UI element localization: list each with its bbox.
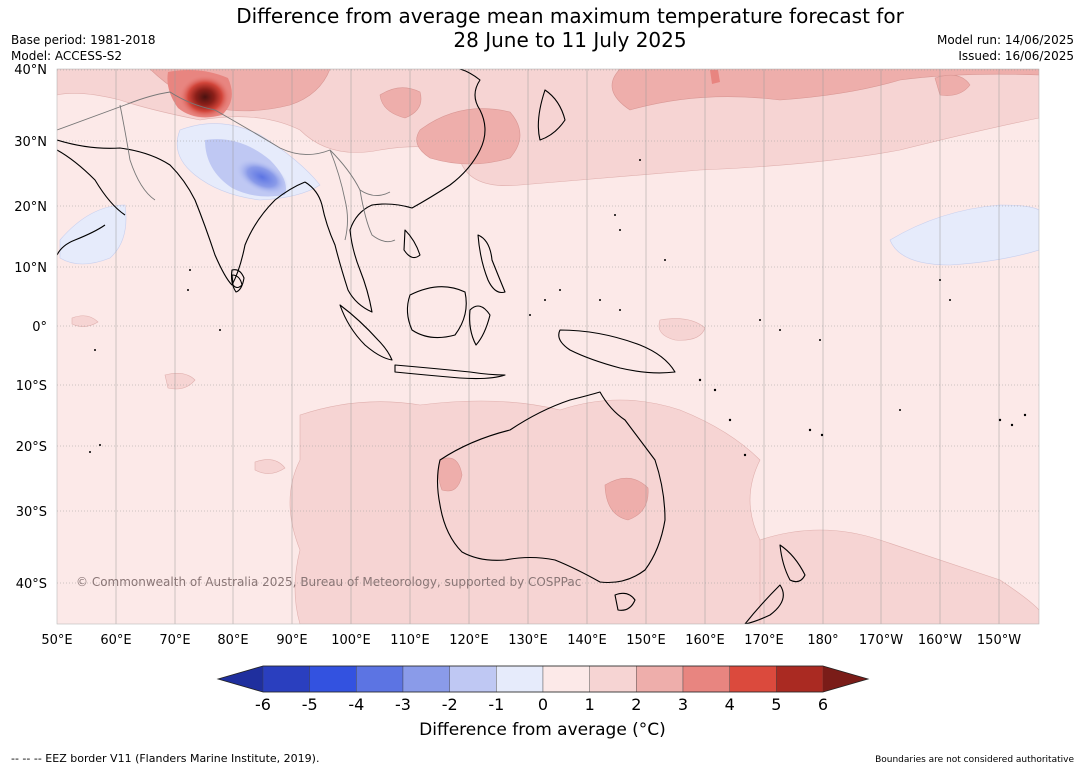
- lon-label: 80°E: [217, 633, 248, 648]
- lon-label: 60°E: [100, 633, 131, 648]
- lat-label: 40°S: [16, 577, 47, 592]
- colorbar-cell: [402, 665, 450, 693]
- country-borders: [57, 91, 396, 243]
- colorbar-tick-label: 6: [818, 695, 828, 714]
- colorbar-label: Difference from average (°C): [419, 720, 666, 740]
- lon-label: 160°E: [685, 633, 725, 648]
- colorbar-tick-label: 5: [771, 695, 781, 714]
- colorbar-tick-label: 1: [585, 695, 595, 714]
- lon-label: 170°W: [859, 633, 903, 648]
- map-title: Difference from average mean maximum tem…: [160, 4, 980, 52]
- map-title-line2: 28 June to 11 July 2025: [453, 28, 687, 52]
- map-area: © Commonwealth of Australia 2025, Bureau…: [57, 69, 1039, 624]
- colorbar-cell: [309, 665, 357, 693]
- lon-label: 150°E: [626, 633, 666, 648]
- colorbar-extend-high: [823, 666, 868, 692]
- colorbar-cell: [636, 665, 684, 693]
- issued-date: Issued: 16/06/2025: [958, 49, 1074, 63]
- map-frame: [56, 68, 1040, 625]
- model-name: Model: ACCESS-S2: [11, 49, 123, 63]
- colorbar-extend-low: [218, 666, 263, 692]
- graticule: [57, 69, 1039, 624]
- base-period: Base period: 1981-2018: [11, 33, 156, 47]
- coastlines: [57, 69, 806, 624]
- lon-label: 180°: [807, 633, 838, 648]
- colorbar-tick-label: -1: [488, 695, 504, 714]
- lat-label: 20°S: [16, 440, 47, 455]
- colorbar-cells: [262, 665, 824, 693]
- colorbar-tick-label: -6: [255, 695, 271, 714]
- colorbar-tick-label: 3: [678, 695, 688, 714]
- lon-label: 100°E: [331, 633, 371, 648]
- map-title-line1: Difference from average mean maximum tem…: [236, 4, 904, 28]
- colorbar-cell: [682, 665, 730, 693]
- colorbar-cell: [356, 665, 404, 693]
- lat-label: 10°N: [14, 261, 47, 276]
- boundaries-note: Boundaries are not considered authoritat…: [875, 755, 1074, 765]
- lat-label: 40°N: [14, 63, 47, 78]
- colorbar-cell: [589, 665, 637, 693]
- pacific-islands: [89, 159, 1027, 457]
- lon-label: 70°E: [159, 633, 190, 648]
- colorbar-tick-label: -5: [302, 695, 318, 714]
- meta-left: Base period: 1981-2018 Model: ACCESS-S2: [11, 32, 156, 64]
- lon-label: 170°E: [744, 633, 784, 648]
- lat-label: 30°S: [16, 505, 47, 520]
- colorbar-tick-label: -3: [395, 695, 411, 714]
- lat-label: 30°N: [14, 135, 47, 150]
- colorbar-cell: [262, 665, 310, 693]
- colorbar: -6 -5 -4 -3 -2 -1 0 1 2 3 4 5 6: [216, 665, 870, 714]
- colorbar-tick-label: -2: [442, 695, 458, 714]
- lon-label: 110°E: [390, 633, 430, 648]
- colorbar-tick-label: 0: [538, 695, 548, 714]
- lon-label: 140°E: [567, 633, 607, 648]
- colorbar-tick-label: 4: [725, 695, 735, 714]
- colorbar-tick-labels: -6 -5 -4 -3 -2 -1 0 1 2 3 4 5 6: [255, 695, 828, 714]
- model-run: Model run: 14/06/2025: [936, 33, 1074, 47]
- lat-label: 10°S: [16, 379, 47, 394]
- anomaly-negative-regions: [59, 123, 1039, 266]
- lon-label: 130°E: [508, 633, 548, 648]
- colorbar-cell: [729, 665, 777, 693]
- meta-right: Model run: 14/06/2025 Issued: 16/06/2025: [937, 32, 1074, 64]
- lon-label: 150°W: [977, 633, 1021, 648]
- copyright-notice: © Commonwealth of Australia 2025, Bureau…: [76, 575, 581, 589]
- anomaly-hotspot-himalaya: [167, 70, 720, 119]
- colorbar-tick-label: -4: [348, 695, 364, 714]
- lon-label: 160°W: [918, 633, 962, 648]
- lon-label: 90°E: [276, 633, 307, 648]
- colorbar-cell: [496, 665, 544, 693]
- colorbar-outline: [216, 665, 870, 693]
- eez-legend: -- -- -- EEZ border V11 (Flanders Marine…: [11, 752, 320, 765]
- colorbar-tick-label: 2: [631, 695, 641, 714]
- latitude-labels: 40°N 30°N 20°N 10°N 0° 10°S 20°S 30°S 40…: [14, 63, 47, 592]
- lon-label: 120°E: [449, 633, 489, 648]
- lon-label: 50°E: [41, 633, 72, 648]
- colorbar-cell: [449, 665, 497, 693]
- colorbar-cell: [542, 665, 590, 693]
- lat-label: 20°N: [14, 200, 47, 215]
- lat-label: 0°: [32, 320, 47, 335]
- longitude-labels: 50°E 60°E 70°E 80°E 90°E 100°E 110°E 120…: [41, 633, 1021, 648]
- colorbar-cell: [776, 665, 824, 693]
